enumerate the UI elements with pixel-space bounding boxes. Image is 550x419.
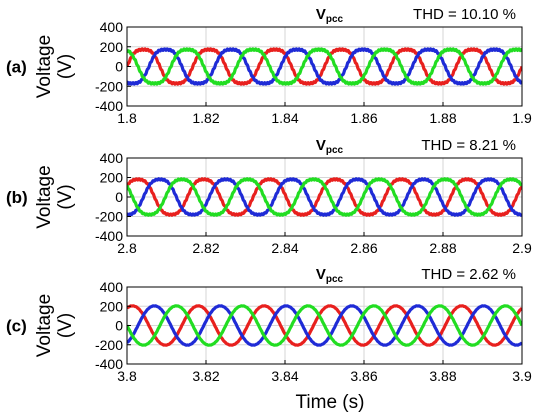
y-tick-label: 400 [100, 19, 124, 35]
series-line-3 [127, 47, 522, 86]
panel-label: (a) [6, 58, 27, 77]
y-tick-label: 200 [100, 298, 124, 314]
title-subscript: pcc [326, 145, 344, 156]
title-subscript: pcc [326, 274, 344, 285]
y-axis-unit: (V) [55, 313, 76, 338]
series-line-2 [127, 47, 522, 86]
x-tick-label: 3.84 [271, 368, 298, 384]
title-subscript: pcc [326, 14, 344, 25]
panel-label: (b) [6, 188, 28, 207]
panel-title: Vpcc [316, 6, 344, 25]
x-tick-label: 1.88 [429, 110, 456, 126]
y-tick-label: -400 [95, 98, 123, 114]
y-axis-unit: (V) [55, 184, 76, 209]
x-tick-label: 2.86 [350, 240, 377, 256]
series-line-2 [127, 304, 522, 347]
panel-label: (c) [6, 317, 27, 336]
y-axis-label: Voltage [34, 294, 55, 357]
y-tick-label: 200 [100, 39, 124, 55]
x-tick-label: 1.8 [117, 110, 137, 126]
y-tick-label: 400 [100, 279, 124, 295]
series-line-2 [127, 177, 522, 217]
thd-annotation: THD = 10.10 % [413, 6, 516, 23]
x-tick-label: 3.9 [512, 368, 532, 384]
panel-b: 2.8 2.82 2.84 2.86 2.88 2.9 400 200 0 -200 -400 Vol… [6, 137, 532, 256]
title-main: V [316, 266, 326, 283]
thd-annotation: THD = 8.21 % [421, 137, 516, 154]
x-tick-label: 2.84 [271, 240, 298, 256]
thd-annotation: THD = 2.62 % [421, 266, 516, 283]
x-tick-label: 3.82 [192, 368, 219, 384]
y-tick-label: -200 [95, 78, 123, 94]
y-tick-label: -400 [95, 228, 123, 244]
title-main: V [316, 6, 326, 23]
title-main: V [316, 137, 326, 154]
series-line-1 [127, 47, 522, 86]
y-tick-label: -200 [95, 337, 123, 353]
x-tick-label: 1.9 [512, 110, 532, 126]
y-tick-label: 200 [100, 170, 124, 186]
y-tick-label: -400 [95, 356, 123, 372]
y-axis-label: Voltage [34, 165, 55, 228]
y-tick-label: -200 [95, 209, 123, 225]
x-tick-label: 1.84 [271, 110, 298, 126]
series-line-1 [127, 304, 522, 347]
panel-a: 1.8 1.82 1.84 1.86 1.88 1.9 400 200 0 -200 -400 Vol… [6, 6, 532, 126]
y-tick-label: 0 [115, 318, 123, 334]
y-axis-unit: (V) [55, 54, 76, 79]
x-tick-label: 2.88 [429, 240, 456, 256]
x-tick-label: 3.8 [117, 368, 137, 384]
x-tick-label: 3.88 [429, 368, 456, 384]
panel-c: 3.8 3.82 3.84 3.86 3.88 3.9 400 200 0 -200 -400 Vol… [6, 266, 532, 384]
y-axis-label: Voltage [34, 35, 55, 98]
x-tick-label: 1.86 [350, 110, 377, 126]
y-tick-label: 0 [115, 189, 123, 205]
x-tick-label: 3.86 [350, 368, 377, 384]
x-tick-label: 2.9 [512, 240, 532, 256]
x-tick-label: 2.82 [192, 240, 219, 256]
series-line-3 [127, 304, 522, 347]
panel-title: Vpcc [316, 137, 344, 156]
series-line-3 [127, 177, 522, 217]
panel-title: Vpcc [316, 266, 344, 285]
y-tick-label: 400 [100, 150, 124, 166]
y-tick-label: 0 [115, 59, 123, 75]
x-tick-label: 2.8 [117, 240, 137, 256]
x-axis-label: Time (s) [296, 392, 365, 413]
x-tick-label: 1.82 [192, 110, 219, 126]
